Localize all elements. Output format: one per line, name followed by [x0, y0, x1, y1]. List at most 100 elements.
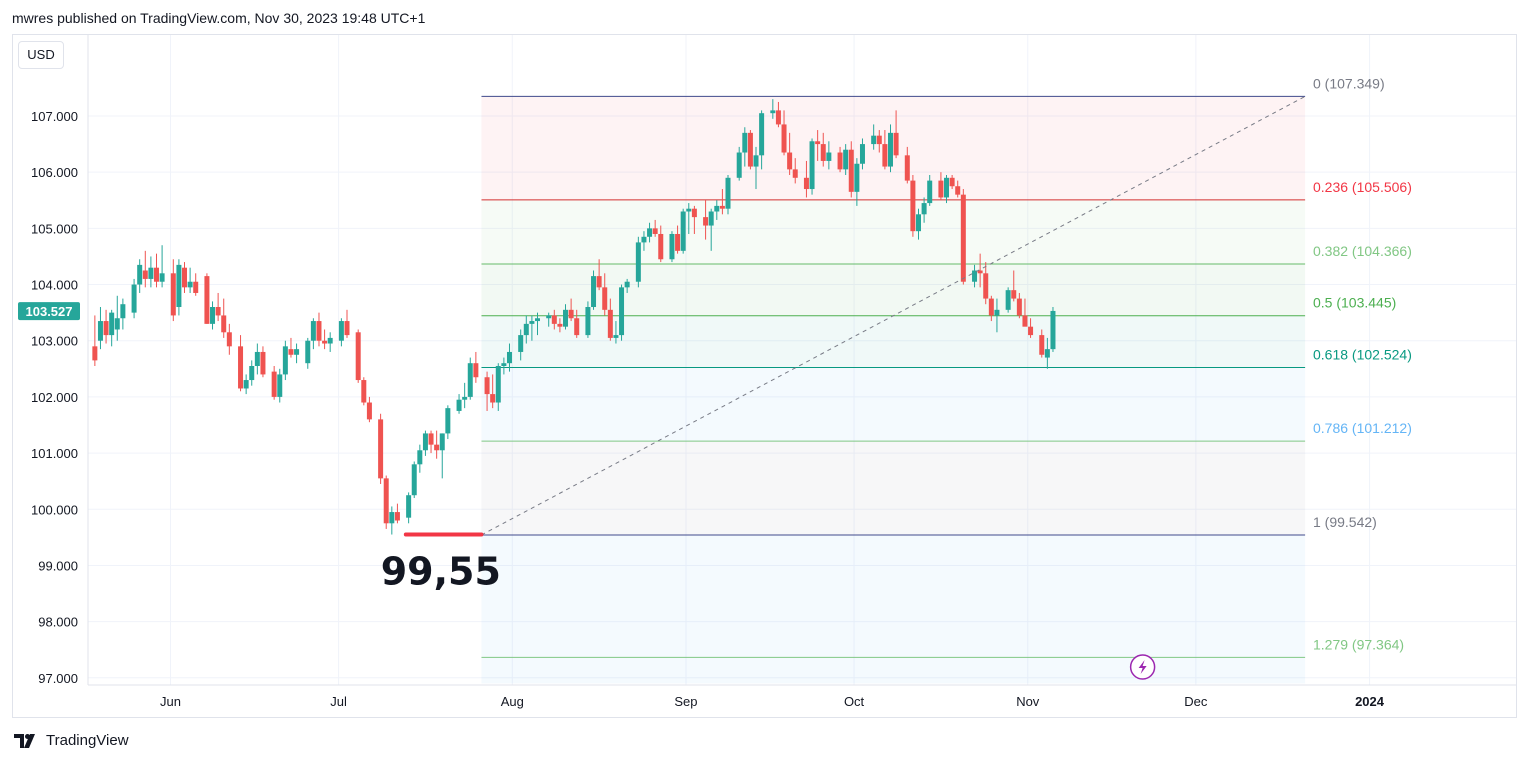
candle-down — [955, 180, 961, 198]
candle-up — [411, 461, 417, 499]
candle-up — [546, 312, 552, 327]
support-annotation: 99,55 — [381, 550, 501, 594]
candle-body — [893, 132, 899, 156]
candle-down — [876, 130, 882, 153]
candle-up — [518, 329, 524, 361]
candle-down — [142, 250, 148, 288]
candle-up — [843, 144, 849, 175]
candle-down — [215, 292, 221, 322]
candle-body — [613, 335, 619, 338]
candle-body — [417, 450, 423, 465]
candle-body — [753, 155, 759, 167]
candle-body — [193, 281, 199, 293]
candle-down — [837, 146, 843, 173]
fib-zone — [481, 96, 1306, 200]
candle-body — [803, 177, 809, 190]
candle-up — [294, 343, 300, 364]
candle-body — [109, 312, 115, 336]
candle-body — [568, 309, 574, 319]
candle-down — [938, 172, 944, 201]
candle-up — [389, 506, 395, 535]
candle-down — [568, 298, 574, 322]
candle-body — [725, 177, 731, 209]
candle-up — [635, 236, 641, 288]
candle-body — [182, 267, 188, 288]
candle-body — [983, 273, 989, 299]
candle-body — [837, 152, 843, 170]
candle-body — [305, 340, 311, 364]
candle-up — [338, 318, 344, 347]
candle-body — [271, 371, 277, 397]
fib-level-label: 0.618 (102.524) — [1313, 346, 1412, 362]
candle-down — [719, 189, 725, 215]
publisher-line: mwres published on TradingView.com, Nov … — [12, 10, 426, 26]
candle-body — [1005, 290, 1011, 310]
candle-down — [703, 200, 709, 240]
y-tick-label: 101.000 — [31, 446, 78, 461]
candle-up — [809, 138, 815, 195]
candle-down — [658, 225, 664, 263]
price-tag-box — [18, 302, 80, 321]
candle-body — [596, 276, 602, 288]
candle-body — [854, 163, 860, 192]
candle-body — [238, 346, 244, 389]
candle-down — [1016, 292, 1022, 319]
candle-up — [529, 315, 535, 341]
currency-button[interactable]: USD — [18, 41, 64, 69]
candle-down — [484, 371, 490, 411]
fib-level-lines — [481, 95, 1306, 658]
candle-up — [859, 138, 865, 170]
candle-down — [596, 259, 602, 291]
candle-body — [159, 273, 165, 282]
candle-down — [193, 273, 199, 296]
candle-down — [204, 273, 210, 324]
fib-level-label: 1.279 (97.364) — [1313, 636, 1404, 652]
candle-body — [647, 228, 653, 237]
candle-up — [759, 110, 765, 170]
candle-body — [1044, 349, 1050, 358]
candle-up — [97, 307, 103, 350]
y-axis: 107.000 106.000 105.000 104.000 103.000 102.0… — [31, 35, 89, 686]
candle-up — [669, 231, 675, 263]
candle-up — [439, 433, 445, 479]
candle-down — [910, 174, 916, 237]
candle-body — [361, 380, 367, 403]
candle-down — [691, 205, 697, 234]
candle-down — [355, 329, 361, 383]
candle-down — [226, 323, 232, 355]
candle-down — [366, 396, 372, 423]
candle-body — [1011, 290, 1017, 299]
candle-body — [686, 208, 692, 212]
candle-up — [131, 278, 137, 319]
candle-body — [226, 332, 232, 347]
x-tick-label: Jul — [330, 694, 347, 709]
candle-body — [406, 495, 412, 518]
fib-level-label: 0.236 (105.506) — [1313, 179, 1412, 195]
candle-up — [736, 146, 742, 181]
candle-up — [137, 259, 143, 293]
fib-zone — [481, 263, 1306, 316]
candle-body — [327, 337, 333, 344]
candle-up — [714, 200, 720, 220]
candle-body — [960, 194, 966, 282]
candle-body — [787, 152, 793, 170]
candle-up — [641, 231, 647, 251]
candle-body — [294, 349, 300, 355]
fib-level-labels: 0 (107.349) 0.236 (105.506) 0.382 (104.366… — [1313, 75, 1412, 652]
tradingview-brand[interactable]: TradingView — [14, 732, 129, 749]
candle-up — [120, 298, 126, 330]
last-price-tag: 103.527 — [18, 302, 80, 321]
y-tick-label: 99.000 — [38, 558, 78, 573]
fib-level-label: 0.5 (103.445) — [1313, 295, 1396, 311]
x-tick-label: Dec — [1184, 694, 1208, 709]
candle-body — [495, 366, 501, 403]
candle-body — [389, 512, 395, 524]
candle-body — [551, 315, 557, 324]
candle-body — [170, 273, 176, 316]
candle-body — [563, 309, 569, 327]
candle-body — [708, 211, 714, 226]
grid-lines — [88, 35, 1516, 685]
candle-down — [490, 374, 496, 409]
candle-body — [882, 144, 888, 167]
